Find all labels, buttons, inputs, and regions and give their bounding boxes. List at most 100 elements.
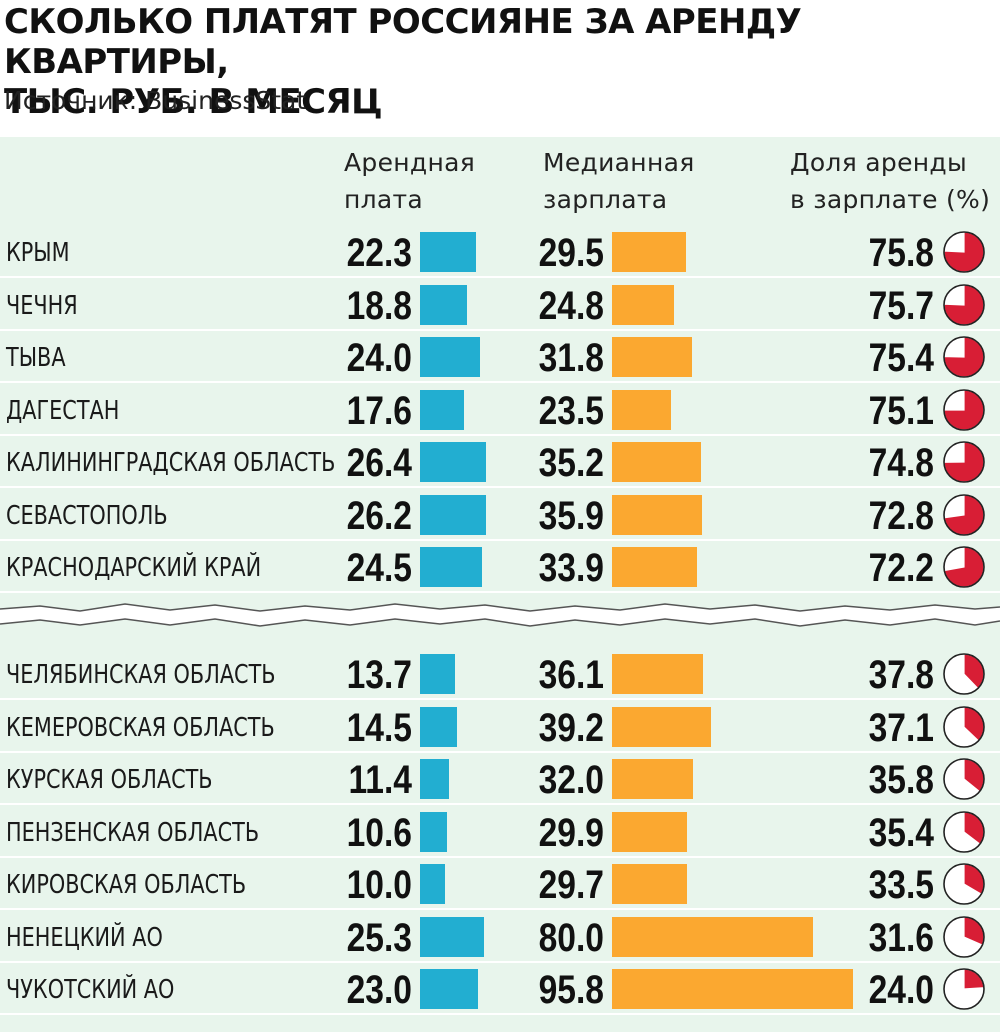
salary-value-label: 35.2	[538, 441, 604, 485]
row-divider	[0, 591, 1000, 593]
rent-value-label: 24.0	[346, 336, 412, 380]
row-divider	[0, 433, 1000, 436]
rent-bar	[420, 811, 447, 852]
rent-value-label: 18.8	[346, 283, 412, 328]
column-header-salary-line-2: зарплата	[543, 185, 668, 214]
share-value-label: 75.8	[868, 231, 934, 275]
column-header-share-line-1: Доля аренды	[790, 148, 968, 177]
region-name: КАЛИНИНГРАДСКАЯ ОБЛАСТЬ	[6, 448, 336, 478]
share-pie-outline	[943, 968, 985, 1010]
salary-bar	[612, 916, 814, 957]
share-value-label: 74.8	[868, 441, 934, 485]
share-pie-outline	[943, 231, 985, 273]
salary-bar	[612, 864, 687, 904]
share-pie-outline	[943, 388, 985, 431]
share-pie-outline	[943, 546, 985, 588]
salary-bar	[612, 442, 701, 482]
table-break-divider	[0, 603, 1000, 627]
salary-value-label: 33.9	[538, 546, 604, 590]
share-pie	[943, 283, 985, 326]
region-name: ДАГЕСТАН	[6, 395, 120, 426]
salary-bar	[612, 389, 672, 430]
rent-bar	[420, 916, 484, 957]
row-divider	[0, 803, 1000, 805]
row-divider	[0, 855, 1000, 858]
share-value-label: 75.4	[868, 336, 934, 380]
share-pie	[943, 810, 985, 853]
share-value-label: 24.0	[868, 968, 934, 1012]
salary-bar	[612, 284, 675, 325]
column-header-rent-line-2: плата	[344, 185, 424, 214]
rent-value-label: 26.2	[346, 493, 412, 538]
table-row: ЧУКОТСКИЙ АО 23.0 95.8 24.0	[0, 962, 1000, 1015]
salary-value-label: 95.8	[538, 968, 604, 1012]
region-name: ТЫВА	[6, 343, 66, 373]
share-value-label: 37.8	[868, 653, 934, 697]
rent-bar	[420, 706, 457, 747]
share-pie	[943, 968, 985, 1010]
region-name: НЕНЕЦКИЙ АО	[6, 922, 163, 953]
salary-bar	[612, 232, 687, 272]
table-row: ЧЕЛЯБИНСКАЯ ОБЛАСТЬ 13.7 36.1 37.8	[0, 647, 1000, 700]
row-divider	[0, 328, 1000, 331]
share-value-label: 37.1	[868, 705, 934, 750]
region-name: КРЫМ	[6, 238, 70, 268]
share-pie	[943, 915, 985, 958]
chart-title-line-2: ТЫС. РУБ. В МЕСЯЦ	[4, 82, 383, 122]
share-pie-outline	[943, 336, 985, 378]
region-name: КУРСКАЯ ОБЛАСТЬ	[6, 765, 213, 795]
region-name: ЧЕЧНЯ	[6, 290, 78, 321]
salary-value-label: 29.9	[538, 810, 604, 855]
row-divider	[0, 276, 1000, 278]
source-note: Источник: BusinessStat	[4, 86, 307, 115]
rent-bar	[420, 442, 487, 482]
rent-bar	[420, 389, 465, 430]
share-pie-outline	[943, 758, 985, 800]
region-name: ЧУКОТСКИЙ АО	[6, 975, 175, 1005]
rent-bar	[420, 494, 486, 535]
salary-bar	[612, 494, 703, 535]
rent-value-label: 22.3	[346, 231, 412, 275]
rent-bar	[420, 547, 482, 587]
region-name: ЧЕЛЯБИНСКАЯ ОБЛАСТЬ	[6, 660, 276, 690]
table-row: КРАСНОДАРСКИЙ КРАЙ 24.5 33.9 72.2	[0, 540, 1000, 593]
table-row: КРЫМ 22.3 29.5 75.8	[0, 225, 1000, 278]
share-pie-outline	[943, 653, 985, 695]
salary-bar	[612, 337, 692, 377]
rent-value-label: 17.6	[346, 388, 412, 433]
share-value-label: 72.8	[868, 493, 934, 538]
share-pie	[943, 336, 985, 378]
share-pie	[943, 863, 985, 905]
chart-title: СКОЛЬКО ПЛАТЯТ РОССИЯНЕ ЗА АРЕНДУ КВАРТИ…	[4, 2, 992, 122]
table-row: ЧЕЧНЯ 18.8 24.8 75.7	[0, 278, 1000, 331]
share-pie	[943, 705, 985, 748]
rent-value-label: 14.5	[346, 705, 412, 750]
table-row: ДАГЕСТАН 17.6 23.5 75.1	[0, 383, 1000, 436]
table-row: ТЫВА 24.0 31.8 75.4	[0, 330, 1000, 383]
row-divider	[0, 750, 1000, 753]
column-header-share-line-2: в зарплате (%)	[790, 185, 991, 214]
share-value-label: 33.5	[868, 863, 934, 907]
share-pie-outline	[943, 915, 985, 958]
share-value-label: 75.1	[868, 388, 934, 433]
row-divider	[0, 486, 1000, 488]
share-pie-outline	[943, 863, 985, 905]
salary-bar	[612, 706, 711, 747]
row-divider	[0, 908, 1000, 910]
share-pie	[943, 231, 985, 273]
rent-bar	[420, 759, 449, 799]
share-pie	[943, 546, 985, 588]
share-value-label: 35.8	[868, 758, 934, 802]
share-pie-outline	[943, 810, 985, 853]
rent-value-label: 26.4	[346, 441, 412, 485]
table-row: ПЕНЗЕНСКАЯ ОБЛАСТЬ 10.6 29.9 35.4	[0, 805, 1000, 858]
table-row: КАЛИНИНГРАДСКАЯ ОБЛАСТЬ 26.4 35.2 74.8	[0, 435, 1000, 488]
rent-bar	[420, 284, 468, 325]
row-divider	[0, 698, 1000, 700]
salary-value-label: 32.0	[538, 758, 604, 802]
rent-value-label: 23.0	[346, 968, 412, 1012]
share-value-label: 31.6	[868, 915, 934, 960]
rent-value-label: 11.4	[348, 758, 412, 802]
rent-bar	[420, 337, 481, 377]
table-panel	[0, 137, 1000, 1032]
